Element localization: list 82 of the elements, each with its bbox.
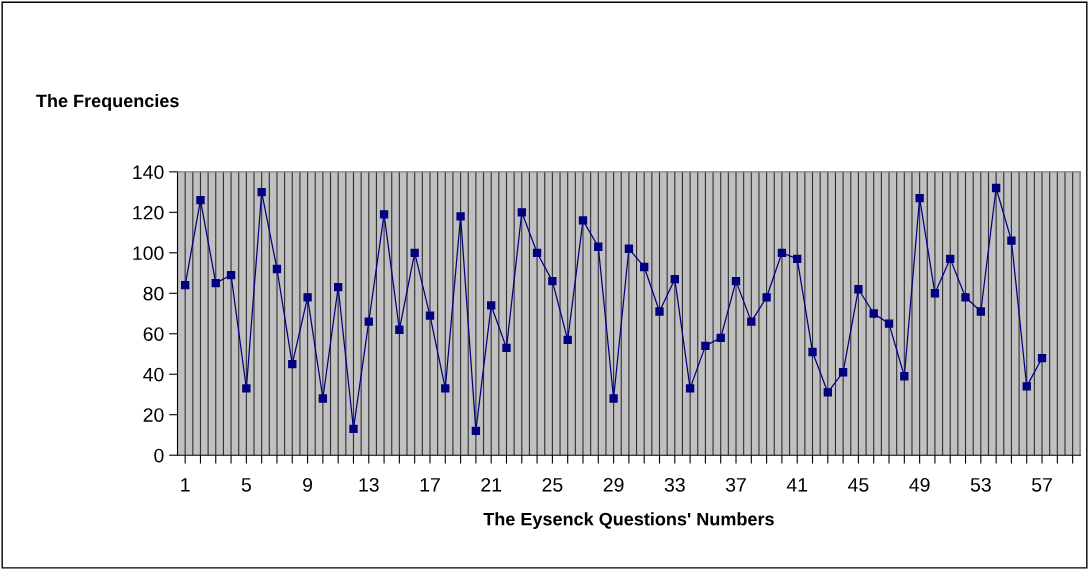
x-axis-title: The Eysenck Questions' Numbers xyxy=(483,512,774,530)
point xyxy=(777,248,787,257)
x-tick-label: 33 xyxy=(664,477,685,492)
point xyxy=(854,285,863,294)
point xyxy=(502,343,511,353)
x-tick-label: 13 xyxy=(359,477,379,492)
point xyxy=(180,281,190,290)
x-tick-label: 21 xyxy=(481,477,502,492)
point xyxy=(624,244,634,253)
point xyxy=(731,276,741,286)
y-tick-label: 0 xyxy=(154,448,164,463)
point xyxy=(425,311,435,320)
point xyxy=(487,301,496,310)
point xyxy=(594,242,603,251)
x-tick-label: 29 xyxy=(603,477,624,492)
y-tick-label: 60 xyxy=(143,327,164,341)
point xyxy=(762,293,771,302)
point xyxy=(364,317,373,326)
point xyxy=(410,248,419,257)
x-tick-label: 49 xyxy=(909,477,930,492)
point xyxy=(823,388,832,397)
point xyxy=(930,289,940,298)
point xyxy=(578,216,588,225)
point xyxy=(548,276,557,286)
x-tick-label: 9 xyxy=(303,477,313,492)
y-tick-label: 140 xyxy=(133,165,164,180)
point xyxy=(456,212,465,221)
point xyxy=(517,208,526,217)
point xyxy=(1007,236,1016,245)
x-tick-label: 45 xyxy=(848,478,869,492)
point xyxy=(655,307,664,316)
point xyxy=(318,394,328,403)
point xyxy=(441,384,450,393)
point xyxy=(991,183,1001,193)
x-tick-label: 37 xyxy=(725,477,746,492)
y-tick-label: 20 xyxy=(143,408,164,422)
point xyxy=(961,293,970,302)
x-tick-label: 17 xyxy=(420,478,440,492)
point xyxy=(884,319,894,328)
point xyxy=(609,394,618,403)
x-tick-label: 41 xyxy=(786,478,808,492)
x-tick-label: 5 xyxy=(241,478,251,492)
point xyxy=(685,384,695,393)
y-tick-label: 120 xyxy=(133,205,164,220)
x-tick-label: 25 xyxy=(542,477,563,492)
point xyxy=(272,264,282,274)
point xyxy=(563,335,572,344)
point xyxy=(349,424,358,434)
point xyxy=(808,347,817,357)
point xyxy=(915,193,924,203)
point xyxy=(838,368,848,377)
point xyxy=(701,341,710,351)
point xyxy=(946,254,955,264)
point xyxy=(869,309,878,318)
point xyxy=(471,426,481,436)
y-tick-label: 80 xyxy=(143,286,164,301)
point xyxy=(793,254,802,264)
point xyxy=(196,196,205,205)
point xyxy=(532,248,542,257)
point xyxy=(976,307,985,316)
point xyxy=(1037,353,1047,363)
point xyxy=(288,359,297,369)
x-tick-label: 1 xyxy=(181,478,190,492)
point xyxy=(334,283,343,292)
point xyxy=(747,317,756,326)
x-tick-label: 57 xyxy=(1032,478,1052,492)
point xyxy=(257,187,266,197)
point xyxy=(670,274,679,284)
y-axis-title: The Frequencies xyxy=(36,94,179,111)
y-tick-label: 100 xyxy=(133,246,164,261)
point xyxy=(303,293,312,302)
point xyxy=(640,262,649,272)
point xyxy=(211,278,220,288)
point xyxy=(900,372,909,381)
point xyxy=(395,325,404,334)
y-tick-label: 40 xyxy=(143,367,164,382)
point xyxy=(242,384,251,393)
x-tick-label: 53 xyxy=(970,477,991,492)
point xyxy=(1022,382,1031,391)
point xyxy=(226,270,236,280)
point xyxy=(716,333,725,342)
point xyxy=(379,210,389,219)
